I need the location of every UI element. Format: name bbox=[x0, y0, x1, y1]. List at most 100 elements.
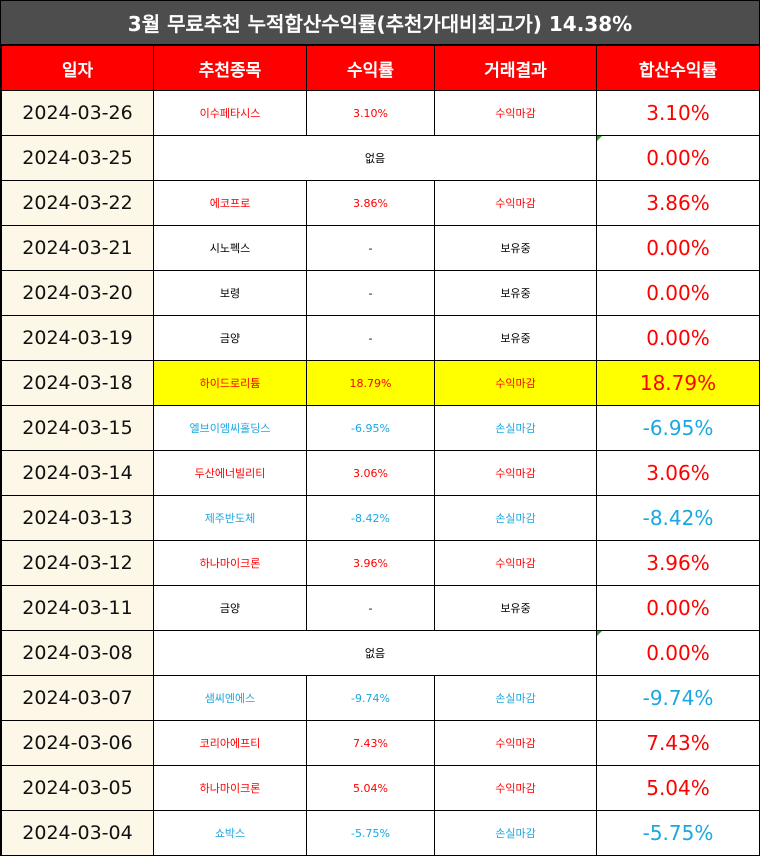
table-row: 2024-03-04 쇼박스 -5.75% 손실마감 -5.75% bbox=[1, 810, 760, 856]
table-row: 2024-03-21 시노펙스 - 보유중 0.00% bbox=[1, 225, 760, 271]
row-total: 0.00% bbox=[596, 225, 760, 271]
header-stock: 추천종목 bbox=[153, 45, 307, 91]
row-total: 5.04% bbox=[596, 765, 760, 811]
row-total: -6.95% bbox=[596, 405, 760, 451]
row-date: 2024-03-18 bbox=[1, 360, 154, 406]
row-result: 손실마감 bbox=[434, 675, 597, 721]
row-rate: -9.74% bbox=[306, 675, 435, 721]
row-date: 2024-03-14 bbox=[1, 450, 154, 496]
row-stock: 코리아에프티 bbox=[153, 720, 307, 766]
table-row: 2024-03-12 하나마이크론 3.96% 수익마감 3.96% bbox=[1, 540, 760, 586]
row-date: 2024-03-26 bbox=[1, 90, 154, 136]
row-result: 보유중 bbox=[434, 585, 597, 631]
row-stock: 금양 bbox=[153, 585, 307, 631]
row-rate: - bbox=[306, 270, 435, 316]
row-stock: 엘브이엠씨홀딩스 bbox=[153, 405, 307, 451]
table-row: 2024-03-18 하이드로리튬 18.79% 수익마감 18.79% bbox=[1, 360, 760, 406]
row-stock: 제주반도체 bbox=[153, 495, 307, 541]
row-total: 3.96% bbox=[596, 540, 760, 586]
table-row: 2024-03-08 없음 0.00% bbox=[1, 630, 760, 676]
row-result: 보유중 bbox=[434, 315, 597, 361]
table-row: 2024-03-06 코리아에프티 7.43% 수익마감 7.43% bbox=[1, 720, 760, 766]
row-rate: - bbox=[306, 225, 435, 271]
row-stock: 금양 bbox=[153, 315, 307, 361]
row-date: 2024-03-21 bbox=[1, 225, 154, 271]
row-result: 수익마감 bbox=[434, 180, 597, 226]
row-date: 2024-03-08 bbox=[1, 630, 154, 676]
row-stock: 하이드로리튬 bbox=[153, 360, 307, 406]
header-rate: 수익률 bbox=[306, 45, 435, 91]
row-result: 보유중 bbox=[434, 270, 597, 316]
returns-table: 일자 추천종목 수익률 거래결과 합산수익률 2024-03-26 이수페타시스 3… bbox=[1, 45, 760, 856]
table-row: 2024-03-19 금양 - 보유중 0.00% bbox=[1, 315, 760, 361]
row-total: -5.75% bbox=[596, 810, 760, 856]
row-result: 수익마감 bbox=[434, 360, 597, 406]
row-rate: 7.43% bbox=[306, 720, 435, 766]
row-total: 0.00% bbox=[596, 585, 760, 631]
table-row: 2024-03-26 이수페타시스 3.10% 수익마감 3.10% bbox=[1, 90, 760, 136]
table-row: 2024-03-07 샘씨엔에스 -9.74% 손실마감 -9.74% bbox=[1, 675, 760, 721]
row-result: 수익마감 bbox=[434, 540, 597, 586]
row-stock: 하나마이크론 bbox=[153, 765, 307, 811]
row-rate: 3.06% bbox=[306, 450, 435, 496]
table-row: 2024-03-20 보령 - 보유중 0.00% bbox=[1, 270, 760, 316]
row-date: 2024-03-07 bbox=[1, 675, 154, 721]
row-none: 없음 bbox=[153, 135, 597, 181]
row-result: 수익마감 bbox=[434, 90, 597, 136]
row-date: 2024-03-11 bbox=[1, 585, 154, 631]
row-none: 없음 bbox=[153, 630, 597, 676]
row-stock: 하나마이크론 bbox=[153, 540, 307, 586]
row-date: 2024-03-15 bbox=[1, 405, 154, 451]
row-total: -8.42% bbox=[596, 495, 760, 541]
row-stock: 두산에너빌리티 bbox=[153, 450, 307, 496]
table-row: 2024-03-05 하나마이크론 5.04% 수익마감 5.04% bbox=[1, 765, 760, 811]
row-rate: -6.95% bbox=[306, 405, 435, 451]
row-result: 손실마감 bbox=[434, 495, 597, 541]
row-rate: - bbox=[306, 585, 435, 631]
table-header-row: 일자 추천종목 수익률 거래결과 합산수익률 bbox=[1, 45, 760, 91]
row-date: 2024-03-22 bbox=[1, 180, 154, 226]
row-rate: 3.10% bbox=[306, 90, 435, 136]
table-row: 2024-03-11 금양 - 보유중 0.00% bbox=[1, 585, 760, 631]
row-total: 0.00% bbox=[596, 270, 760, 316]
row-total: 3.06% bbox=[596, 450, 760, 496]
row-rate: -8.42% bbox=[306, 495, 435, 541]
row-total: 3.10% bbox=[596, 90, 760, 136]
row-stock: 에코프로 bbox=[153, 180, 307, 226]
row-rate: - bbox=[306, 315, 435, 361]
row-date: 2024-03-12 bbox=[1, 540, 154, 586]
row-total: 7.43% bbox=[596, 720, 760, 766]
header-total: 합산수익률 bbox=[596, 45, 760, 91]
row-stock: 보령 bbox=[153, 270, 307, 316]
table-row: 2024-03-22 에코프로 3.86% 수익마감 3.86% bbox=[1, 180, 760, 226]
header-date: 일자 bbox=[1, 45, 154, 91]
report-title: 3월 무료추천 누적합산수익률(추천가대비최고가) 14.38% bbox=[1, 1, 759, 45]
row-date: 2024-03-05 bbox=[1, 765, 154, 811]
row-rate: 3.96% bbox=[306, 540, 435, 586]
row-date: 2024-03-04 bbox=[1, 810, 154, 856]
row-rate: 5.04% bbox=[306, 765, 435, 811]
row-date: 2024-03-20 bbox=[1, 270, 154, 316]
row-rate: 18.79% bbox=[306, 360, 435, 406]
row-rate: -5.75% bbox=[306, 810, 435, 856]
table-row: 2024-03-13 제주반도체 -8.42% 손실마감 -8.42% bbox=[1, 495, 760, 541]
row-stock: 샘씨엔에스 bbox=[153, 675, 307, 721]
table-body: 2024-03-26 이수페타시스 3.10% 수익마감 3.10% 2024-03-25… bbox=[1, 90, 760, 856]
row-total: 3.86% bbox=[596, 180, 760, 226]
row-stock: 쇼박스 bbox=[153, 810, 307, 856]
row-stock: 이수페타시스 bbox=[153, 90, 307, 136]
row-date: 2024-03-06 bbox=[1, 720, 154, 766]
row-total: -9.74% bbox=[596, 675, 760, 721]
row-result: 손실마감 bbox=[434, 405, 597, 451]
row-date: 2024-03-25 bbox=[1, 135, 154, 181]
row-result: 보유중 bbox=[434, 225, 597, 271]
header-result: 거래결과 bbox=[434, 45, 597, 91]
row-total: 18.79% bbox=[596, 360, 760, 406]
row-result: 수익마감 bbox=[434, 765, 597, 811]
row-stock: 시노펙스 bbox=[153, 225, 307, 271]
row-result: 수익마감 bbox=[434, 450, 597, 496]
table-row: 2024-03-15 엘브이엠씨홀딩스 -6.95% 손실마감 -6.95% bbox=[1, 405, 760, 451]
row-rate: 3.86% bbox=[306, 180, 435, 226]
row-total: 0.00% bbox=[596, 630, 760, 676]
